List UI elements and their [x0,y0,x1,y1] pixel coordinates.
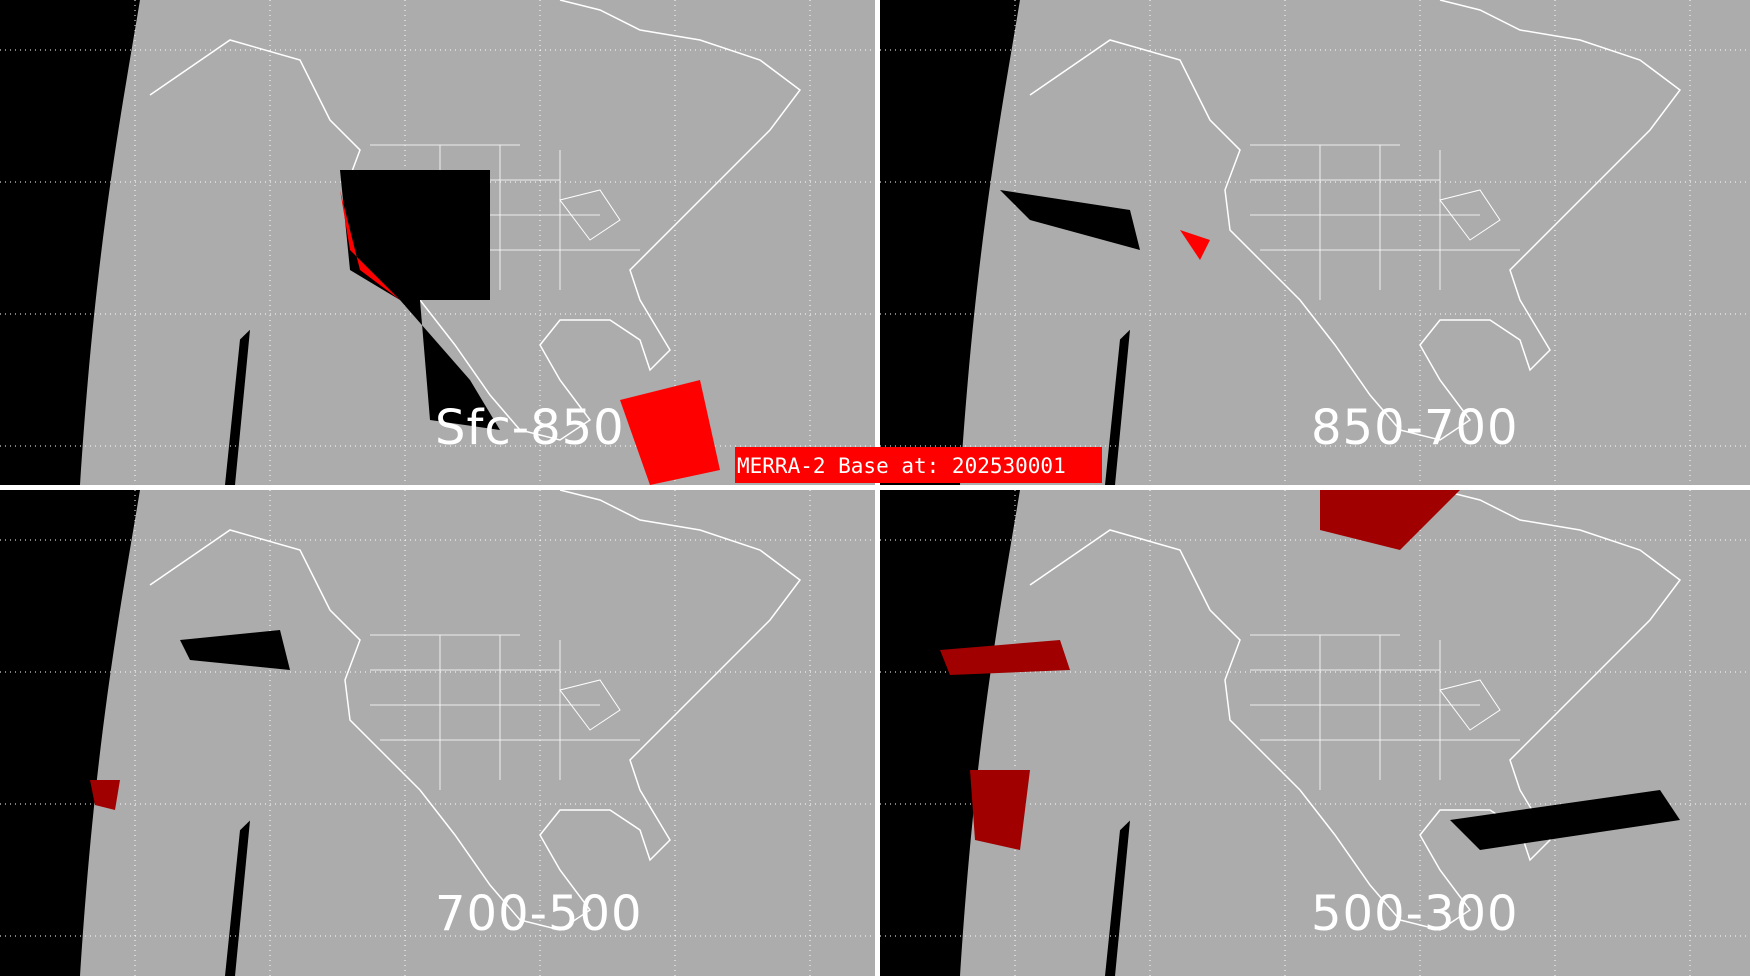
map-canvas [0,490,875,976]
cloud-streak [1105,820,1130,976]
map-canvas [880,0,1750,485]
base-date-banner: MERRA-2 Base at: 202530001 [735,447,1102,483]
highlight-region [90,780,120,810]
coastline [149,490,802,931]
great-lakes-outline [559,679,621,731]
cloud-region [1000,190,1140,250]
highlight-region [620,380,720,485]
state-boundaries [1250,634,1520,790]
panel-label: 850-700 [1311,400,1519,456]
cloud-streak [225,329,250,485]
highlight-region [1320,490,1460,550]
cloud-streak [225,820,250,976]
coastline [1029,0,1682,441]
panel-label: 700-500 [435,886,643,942]
cloud-streak [1105,329,1130,485]
highlight-region [1180,230,1210,260]
coastline [1029,490,1682,931]
cloud-region [880,0,1020,485]
map-panel-700-500: 700-500 [0,490,875,976]
highlight-region [940,640,1070,675]
great-lakes-outline [1439,679,1501,731]
state-boundaries [370,634,640,790]
map-panel-850-700: 850-700 [880,0,1750,485]
map-canvas [880,490,1750,976]
highlight-region [970,770,1030,850]
cloud-region [880,490,1020,976]
great-lakes-outline [1439,189,1501,241]
panel-label: Sfc-850 [435,400,625,456]
panel-label: 500-300 [1311,886,1519,942]
cloud-region [180,630,290,670]
cloud-region [1450,790,1680,850]
map-panel-500-300: 500-300 [880,490,1750,976]
map-canvas [0,0,875,485]
cloud-region [0,490,140,976]
cloud-region [0,0,140,485]
state-boundaries [1250,144,1520,300]
great-lakes-outline [559,189,621,241]
cloud-region [340,170,500,430]
highlight-region [340,190,400,300]
map-panel-sfc-850: Sfc-850 [0,0,875,485]
